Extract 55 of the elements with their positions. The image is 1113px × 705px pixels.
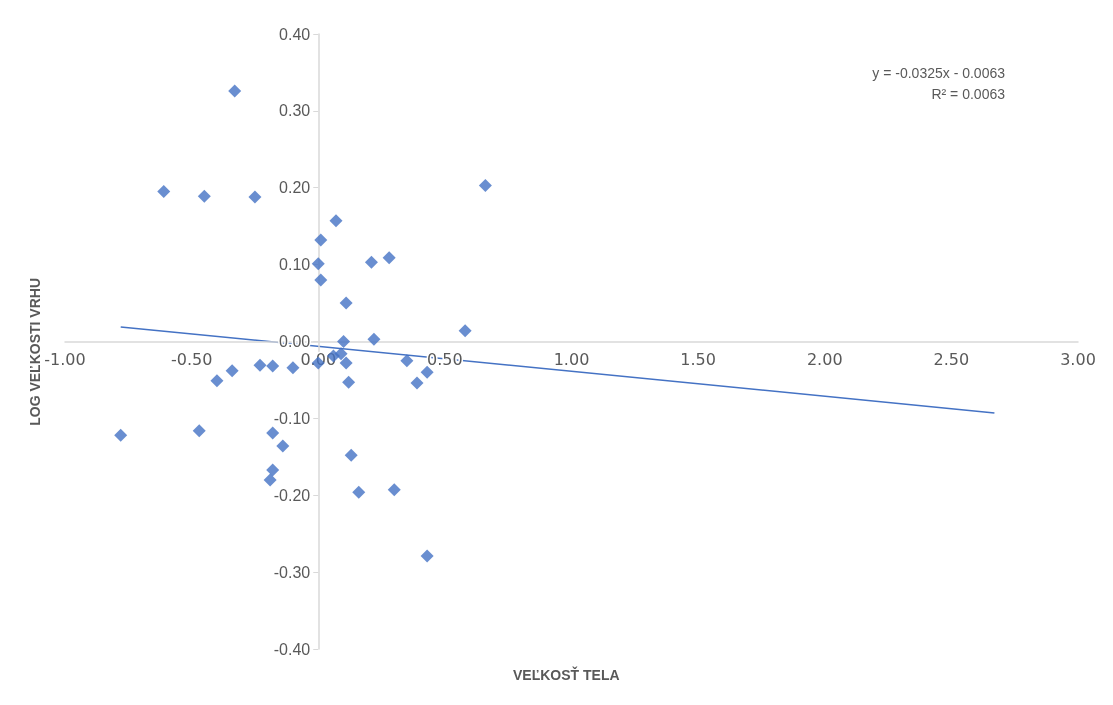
- point: [420, 365, 434, 379]
- y-tick-label: -0.10: [273, 409, 311, 427]
- point: [286, 361, 300, 375]
- point: [266, 426, 280, 440]
- point: [458, 324, 472, 338]
- point: [276, 439, 290, 453]
- point: [420, 549, 434, 563]
- point: [248, 190, 262, 204]
- x-tick-label: 2.00: [806, 350, 843, 369]
- y-tick-label: 0.40: [279, 25, 311, 43]
- point: [228, 84, 242, 98]
- annotation: R² = 0.0063: [931, 86, 1006, 102]
- point: [478, 178, 492, 192]
- y-tick-label: 0.10: [279, 256, 311, 274]
- point: [329, 214, 343, 228]
- y-axis-title: LOG VEĽKOSTI VRHU: [27, 277, 43, 426]
- point: [364, 255, 378, 269]
- point: [192, 424, 206, 438]
- point: [339, 296, 353, 310]
- y-tick-label: 0.20: [279, 179, 311, 197]
- y-tick-label: -0.30: [273, 563, 311, 581]
- point: [263, 473, 277, 487]
- point: [314, 273, 328, 287]
- x-axis-title: VEĽKOSŤ TELA: [513, 666, 620, 683]
- point: [311, 257, 325, 271]
- point: [157, 185, 171, 199]
- point: [339, 356, 353, 370]
- point: [410, 376, 424, 390]
- x-tick-label: 3.00: [1060, 350, 1096, 369]
- x-tick-label: -1.00: [44, 350, 86, 369]
- point: [210, 374, 224, 388]
- annotation: y = -0.0325x - 0.0063: [872, 65, 1006, 81]
- point: [114, 428, 128, 442]
- point: [337, 335, 351, 348]
- x-tick-label: -0.50: [170, 350, 213, 369]
- y-tick-label: -0.20: [273, 486, 311, 504]
- x-tick-label: 1.50: [680, 350, 716, 369]
- x-tick-label: 2.50: [933, 350, 970, 369]
- point: [382, 251, 396, 265]
- point: [352, 485, 366, 499]
- point: [314, 233, 328, 247]
- y-tick-label: 0.30: [279, 102, 311, 120]
- point: [344, 448, 358, 462]
- point: [266, 463, 280, 477]
- point: [334, 347, 348, 361]
- y-tick-label: -0.40: [273, 640, 311, 658]
- point: [400, 354, 414, 368]
- point: [387, 483, 401, 497]
- point: [266, 359, 280, 373]
- point: [342, 375, 356, 389]
- point: [253, 358, 267, 372]
- x-tick-label: 1.00: [553, 350, 590, 369]
- point: [225, 364, 239, 378]
- point: [197, 189, 211, 203]
- point: [367, 332, 381, 346]
